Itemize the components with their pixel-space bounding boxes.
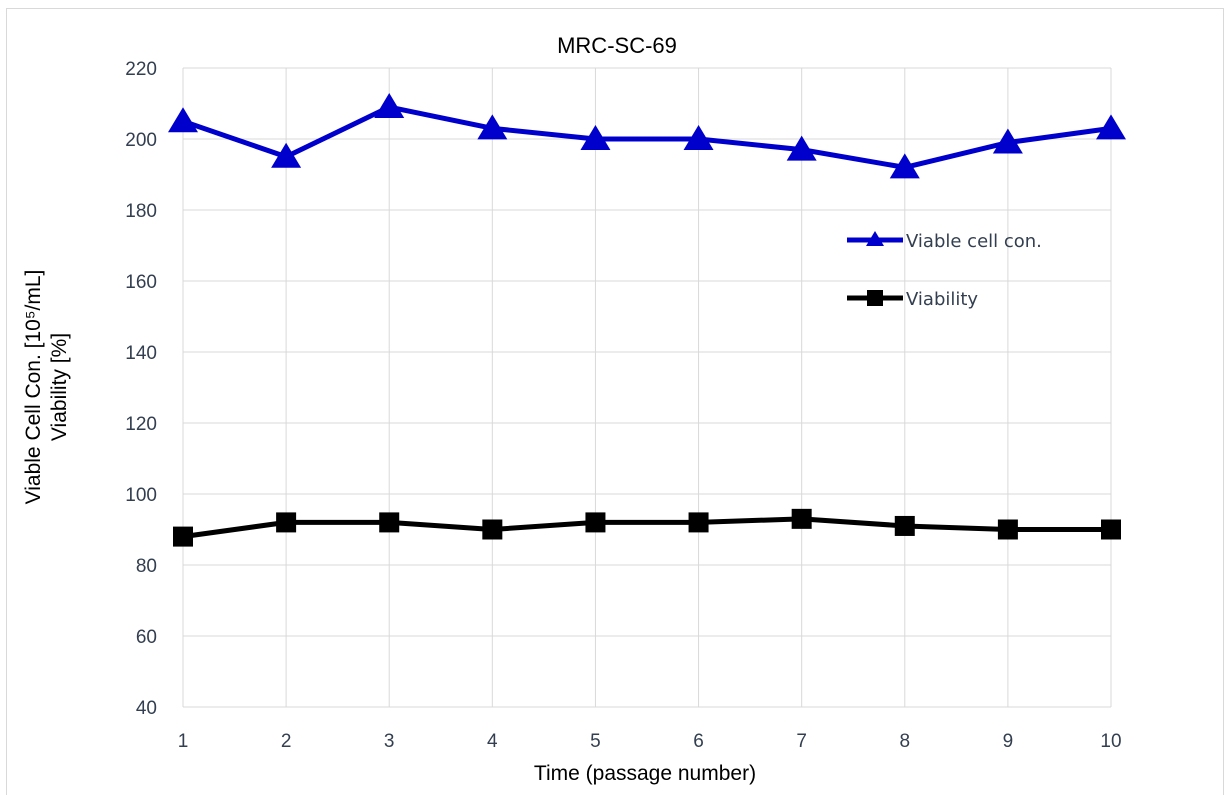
data-point-triangle	[580, 125, 611, 150]
legend: Viable cell con. Viability	[847, 231, 1042, 310]
data-point-square	[276, 512, 297, 533]
data-point-triangle	[683, 125, 714, 150]
x-tick-label: 5	[590, 731, 601, 752]
y-tick-label: 160	[125, 272, 157, 293]
data-point-square	[997, 519, 1018, 540]
data-point-square	[585, 512, 606, 533]
y-tick-label: 120	[125, 414, 157, 435]
data-point-square	[482, 519, 503, 540]
y-axis-label: Viable Cell Con. [10⁵/mL]	[22, 270, 45, 505]
legend-triangle-marker	[866, 231, 884, 246]
y-tick-label: 200	[125, 130, 157, 151]
y-axis-label-secondary: Viability [%]	[48, 333, 71, 441]
data-point-square	[688, 512, 709, 533]
y-tick-label: 220	[125, 59, 157, 80]
x-tick-label: 4	[487, 731, 498, 752]
data-point-triangle	[374, 93, 405, 119]
x-axis-ticks: 1 2 3 4 5 6 7 8 9 10	[178, 731, 1122, 752]
data-point-square	[379, 512, 400, 533]
y-tick-label: 180	[125, 201, 157, 222]
y-tick-label: 100	[125, 485, 157, 506]
x-tick-label: 7	[796, 731, 807, 752]
x-tick-label: 6	[693, 731, 704, 752]
x-tick-label: 3	[384, 731, 395, 752]
legend-square-marker	[867, 290, 883, 306]
y-tick-label: 80	[136, 556, 157, 577]
data-point-triangle	[992, 128, 1023, 154]
x-tick-label: 8	[899, 731, 910, 752]
data-point-triangle	[271, 142, 302, 168]
data-point-square	[791, 508, 812, 529]
y-tick-label: 140	[125, 343, 157, 364]
legend-label-viability: Viability	[906, 289, 978, 310]
series-line	[182, 104, 1112, 170]
legend-entry-viability: Viability	[847, 289, 978, 310]
chart-title: MRC-SC-69	[557, 33, 677, 58]
data-point-triangle	[786, 135, 817, 161]
data-point-triangle	[1096, 114, 1126, 140]
legend-entry-viable-cell: Viable cell con.	[847, 231, 1042, 252]
x-tick-label: 9	[1003, 731, 1014, 752]
legend-label-viable-cell: Viable cell con.	[906, 231, 1042, 252]
x-tick-label: 1	[178, 731, 189, 752]
x-tick-label: 2	[281, 731, 292, 752]
data-point-square	[173, 526, 193, 547]
grid	[182, 67, 1112, 708]
series-1	[173, 508, 1121, 547]
y-axis-ticks: 40 60 80 100 120 140 160 180 200 220	[125, 59, 157, 719]
series-line	[182, 516, 1111, 540]
data-point-triangle	[168, 107, 198, 133]
x-tick-label: 10	[1100, 731, 1121, 752]
y-tick-label: 60	[136, 627, 157, 648]
series-0	[168, 93, 1126, 179]
data-point-square	[894, 515, 915, 536]
series-group	[168, 93, 1126, 547]
data-point-triangle	[889, 153, 920, 179]
x-axis-label: Time (passage number)	[534, 762, 756, 785]
data-point-square	[1101, 519, 1121, 540]
data-point-triangle	[477, 114, 508, 140]
y-tick-label: 40	[136, 698, 157, 719]
